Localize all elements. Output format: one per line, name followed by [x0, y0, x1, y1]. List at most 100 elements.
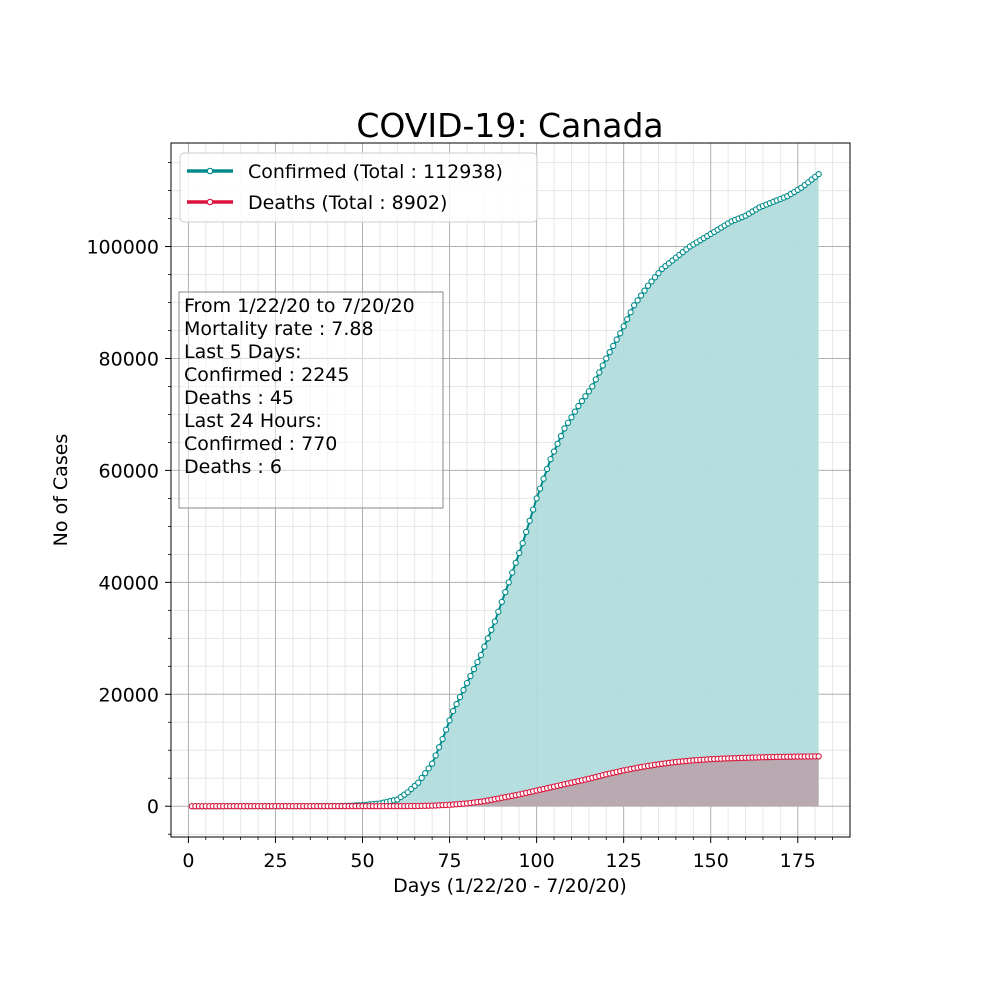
- point-confirmed: [432, 752, 439, 759]
- info-box-frame: [178, 291, 444, 509]
- point-confirmed: [439, 735, 446, 743]
- point-confirmed: [505, 579, 512, 586]
- point-confirmed: [470, 665, 478, 673]
- point-confirmed: [460, 686, 467, 694]
- point-deaths: [815, 753, 822, 760]
- point-confirmed: [634, 297, 641, 304]
- point-confirmed: [575, 402, 582, 410]
- point-confirmed: [592, 376, 599, 383]
- info-line-5d-confirmed: Confirmed : 2245: [184, 364, 349, 386]
- info-line-last-5-days: Last 5 Days:: [184, 341, 302, 363]
- info-line-date-range: From 1/22/20 to 7/20/20: [184, 295, 415, 317]
- x-tick-label: 0: [182, 850, 194, 872]
- y-tick-label: 20000: [99, 684, 159, 706]
- point-confirmed: [568, 414, 575, 421]
- x-tick-label: 150: [693, 850, 729, 872]
- point-confirmed: [449, 707, 457, 715]
- point-confirmed: [578, 398, 586, 405]
- point-confirmed: [529, 506, 537, 513]
- point-confirmed: [655, 269, 662, 277]
- point-confirmed: [554, 440, 561, 447]
- info-line-24h-deaths: Deaths : 6: [184, 456, 282, 478]
- point-confirmed: [536, 485, 544, 492]
- point-confirmed: [623, 316, 631, 323]
- point-confirmed: [651, 274, 659, 281]
- point-confirmed: [543, 465, 551, 473]
- point-confirmed: [481, 643, 488, 650]
- point-confirmed: [613, 336, 620, 343]
- point-confirmed: [477, 651, 485, 659]
- x-tick-label: 50: [350, 850, 374, 872]
- point-confirmed: [442, 726, 450, 733]
- legend-box: [179, 152, 538, 223]
- point-confirmed: [491, 618, 498, 625]
- point-confirmed: [599, 362, 606, 369]
- info-line-mortality-rate: Mortality rate : 7.88: [184, 318, 374, 340]
- y-tick-label: 60000: [99, 460, 159, 482]
- point-confirmed: [523, 528, 530, 536]
- info-box: From 1/22/20 to 7/20/20 Mortality rate :…: [178, 291, 444, 509]
- point-confirmed: [585, 388, 592, 395]
- area-fills: [191, 174, 819, 807]
- point-confirmed: [519, 540, 526, 547]
- point-confirmed: [582, 393, 589, 400]
- point-confirmed: [620, 323, 627, 330]
- point-confirmed: [484, 635, 492, 642]
- point-confirmed: [463, 679, 471, 687]
- point-confirmed: [425, 765, 432, 772]
- point-confirmed: [512, 559, 519, 566]
- point-confirmed: [610, 342, 617, 350]
- point-confirmed: [446, 717, 453, 724]
- point-confirmed: [815, 170, 822, 178]
- point-confirmed: [498, 598, 505, 606]
- info-line-5d-deaths: Deaths : 45: [184, 387, 294, 409]
- y-tick-label: 40000: [99, 572, 159, 594]
- point-confirmed: [648, 278, 655, 285]
- point-confirmed: [557, 432, 565, 440]
- point-confirmed: [467, 672, 474, 680]
- point-confirmed: [509, 569, 516, 576]
- point-confirmed: [533, 495, 540, 502]
- point-confirmed: [627, 309, 634, 316]
- x-tick-label: 175: [780, 850, 816, 872]
- point-confirmed: [606, 349, 613, 356]
- legend-confirmed-marker: [206, 167, 214, 175]
- point-confirmed: [526, 517, 533, 524]
- series-markers: [188, 170, 822, 810]
- info-line-last-24-hours: Last 24 Hours:: [184, 410, 322, 432]
- point-confirmed: [516, 549, 523, 557]
- y-tick-label: 100000: [86, 237, 159, 259]
- point-confirmed: [617, 330, 624, 337]
- point-confirmed: [589, 383, 596, 390]
- x-tick-label: 125: [606, 850, 642, 872]
- point-confirmed: [564, 419, 572, 426]
- point-confirmed: [453, 700, 460, 708]
- legend-deaths-marker: [206, 198, 214, 206]
- legend-confirmed-label: Confirmed (Total : 112938): [248, 161, 503, 183]
- point-confirmed: [495, 608, 502, 615]
- axis-ticks: 0 25 50 75 100 125 150 175 0 20000 40000 60000 80000…: [86, 162, 833, 872]
- point-confirmed: [641, 287, 648, 294]
- y-tick-label: 0: [147, 796, 159, 818]
- x-tick-label: 75: [437, 850, 461, 872]
- point-confirmed: [474, 658, 481, 666]
- y-tick-label: 80000: [99, 348, 159, 370]
- point-confirmed: [571, 408, 579, 415]
- point-confirmed: [630, 302, 638, 309]
- point-confirmed: [561, 425, 568, 432]
- point-confirmed: [435, 744, 443, 751]
- point-confirmed: [415, 779, 422, 786]
- point-confirmed: [550, 448, 558, 455]
- chart-title: COVID-19: Canada: [356, 106, 663, 145]
- point-confirmed: [540, 475, 547, 482]
- y-axis-label: No of Cases: [50, 434, 72, 547]
- point-confirmed: [456, 693, 464, 701]
- point-confirmed: [596, 369, 603, 376]
- legend: Confirmed (Total : 112938) Deaths (Total…: [179, 152, 538, 223]
- point-confirmed: [644, 282, 652, 289]
- area-confirmed: [191, 174, 819, 807]
- point-confirmed: [547, 456, 554, 463]
- x-tick-label: 100: [518, 850, 554, 872]
- point-confirmed: [418, 774, 425, 782]
